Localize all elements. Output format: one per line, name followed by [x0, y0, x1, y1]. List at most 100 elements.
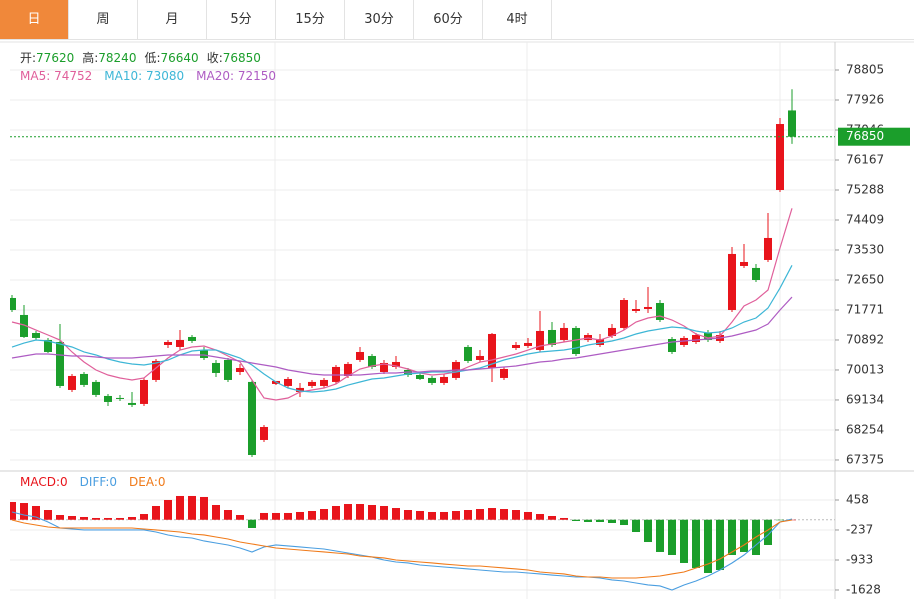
- plot-area: [10, 89, 796, 457]
- period-tab[interactable]: 5分: [207, 0, 276, 39]
- legend-value: 73080: [146, 69, 184, 83]
- candle-body: [620, 299, 628, 328]
- macd-bar: [104, 517, 112, 520]
- macd-bar: [404, 510, 412, 520]
- y-tick-label: 71771: [846, 302, 884, 316]
- period-tab[interactable]: 15分: [276, 0, 345, 39]
- macd-bar: [10, 501, 16, 520]
- period-tab[interactable]: 60分: [414, 0, 483, 39]
- ohlc-value: 78240: [98, 51, 136, 65]
- candle-body: [188, 336, 196, 341]
- candle-body: [656, 302, 664, 320]
- candle-body: [260, 426, 268, 440]
- legend-label: MA5: [20, 69, 46, 83]
- candle-body: [320, 379, 328, 386]
- candle-body: [464, 346, 472, 361]
- macd-bar: [560, 517, 568, 520]
- macd-bar: [320, 509, 328, 520]
- legend-label: MA20: [196, 69, 230, 83]
- macd-bar: [296, 511, 304, 520]
- macd-bar: [512, 510, 520, 520]
- candle-body: [692, 334, 700, 342]
- candle-body: [596, 338, 604, 345]
- macd-bar: [44, 510, 52, 520]
- period-tab[interactable]: 周: [69, 0, 138, 39]
- macd-bar: [176, 495, 184, 520]
- legend-value: 0: [60, 475, 68, 489]
- ma-line: [11, 208, 793, 401]
- macd-bar: [68, 516, 76, 520]
- legend-label: DEA: [129, 475, 155, 489]
- macd-bar: [440, 511, 448, 520]
- candle-body: [128, 402, 136, 405]
- macd-bar: [392, 508, 400, 520]
- candle-body: [548, 329, 556, 345]
- candle-body: [416, 374, 424, 379]
- macd-line: [11, 519, 793, 579]
- y-tick-label: 72650: [846, 273, 884, 287]
- y-tick-label: 69134: [846, 392, 884, 406]
- candle-body: [164, 341, 172, 345]
- macd-bar: [128, 516, 136, 520]
- y-tick-label: 76167: [846, 153, 884, 167]
- candle-body: [104, 395, 112, 402]
- macd-bar: [368, 505, 376, 520]
- period-tab[interactable]: 月: [138, 0, 207, 39]
- ma-line: [11, 265, 793, 393]
- period-tab[interactable]: 日: [0, 0, 69, 39]
- macd-bar: [236, 515, 244, 520]
- candle-body: [80, 373, 88, 385]
- candle-body: [644, 306, 652, 310]
- macd-line: [11, 511, 793, 591]
- candle-body: [560, 327, 568, 340]
- macd-bar: [500, 509, 508, 520]
- macd-bar: [284, 512, 292, 520]
- legend-sep: :: [46, 69, 54, 83]
- macd-bar: [464, 510, 472, 520]
- candle-body: [392, 361, 400, 367]
- macd-bar: [668, 519, 676, 555]
- candle-body: [116, 397, 124, 399]
- macd-bar: [656, 519, 664, 552]
- macd-bar: [260, 512, 268, 520]
- macd-bar: [764, 519, 772, 545]
- macd-bar: [680, 519, 688, 563]
- macd-bar: [536, 514, 544, 520]
- plot-area: [10, 495, 835, 591]
- macd-bar: [572, 519, 580, 522]
- candle-body: [308, 381, 316, 386]
- macd-bar: [452, 510, 460, 520]
- macd-bar: [476, 509, 484, 520]
- candle-body: [92, 381, 100, 395]
- candle-body: [152, 360, 160, 380]
- candle-body: [10, 297, 16, 310]
- candle-body: [224, 359, 232, 380]
- macd-bar: [92, 517, 100, 520]
- y-tick-label: -237: [846, 522, 873, 536]
- macd-bar: [152, 505, 160, 520]
- candle-body: [248, 381, 256, 455]
- period-tab[interactable]: 4时: [483, 0, 552, 39]
- ohlc-label: 收:: [207, 51, 223, 65]
- macd-bar: [728, 519, 736, 555]
- y-tick-label: 78805: [846, 63, 884, 77]
- macd-bar: [32, 505, 40, 520]
- macd-bar: [212, 505, 220, 520]
- macd-bar: [116, 517, 124, 520]
- y-tick-label: 458: [846, 492, 869, 506]
- candle-body: [428, 377, 436, 383]
- candle-body: [356, 351, 364, 360]
- macd-bar: [788, 519, 796, 521]
- legend-sep: :: [138, 69, 146, 83]
- last-price-label: 76850: [846, 129, 884, 143]
- candle-body: [764, 237, 772, 260]
- period-tab[interactable]: 30分: [345, 0, 414, 39]
- candle-body: [728, 253, 736, 310]
- legend-label: DIFF: [80, 475, 107, 489]
- macd-bar: [704, 519, 712, 573]
- candle-body: [488, 333, 496, 368]
- macd-bar: [632, 519, 640, 533]
- candle-body: [572, 327, 580, 355]
- candle-body: [56, 341, 64, 386]
